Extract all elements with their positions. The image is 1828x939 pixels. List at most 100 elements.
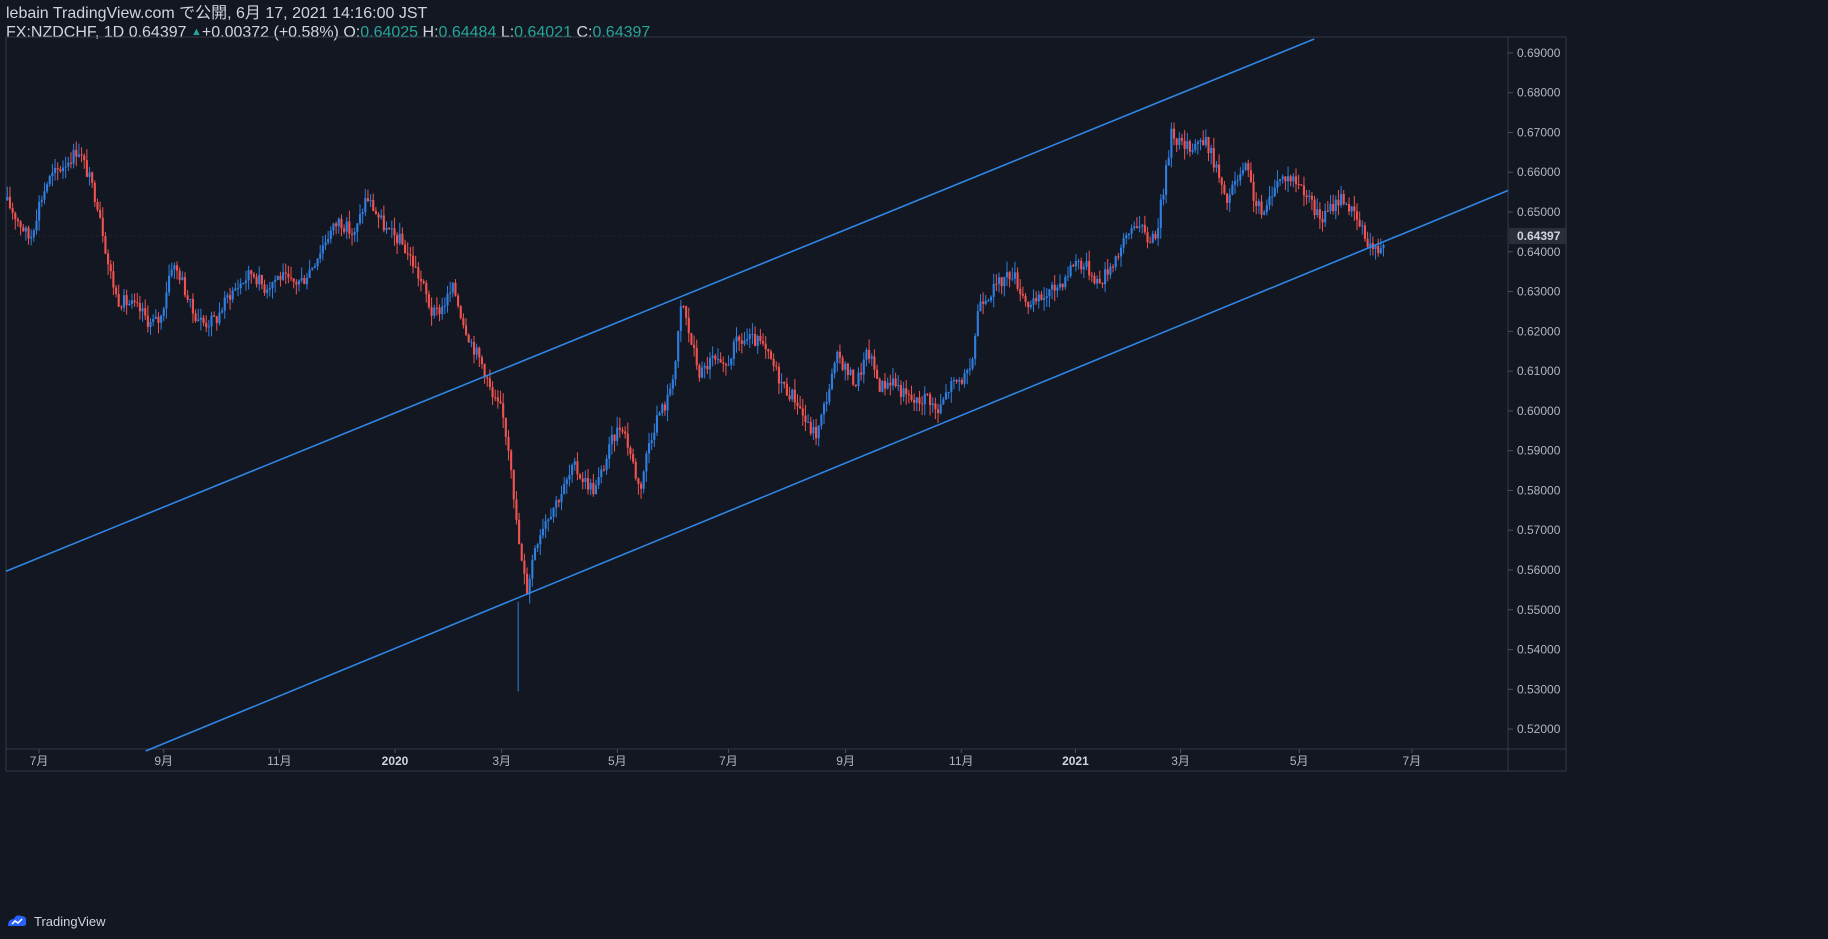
candle-body (881, 380, 884, 392)
candle-body (430, 307, 433, 316)
candle-body (48, 175, 51, 185)
candle-body (199, 317, 202, 320)
candle-body (724, 364, 727, 366)
axes[interactable]: 0.69000 0.68000 0.67000 0.66000 0.65000 0.640… (30, 46, 1567, 768)
candle-body (337, 218, 340, 227)
candle-body (1215, 164, 1218, 168)
candle-body (541, 528, 545, 536)
candle-body (27, 227, 30, 239)
candle-body (637, 478, 640, 484)
candle-body (1133, 226, 1136, 229)
candle-body (1077, 260, 1080, 262)
y-tick-label: 0.69000 (1517, 46, 1561, 60)
candle-body (1374, 245, 1377, 250)
candle-body (719, 359, 722, 363)
candle-body (287, 273, 290, 278)
candle-body (6, 196, 9, 201)
candle-body (950, 381, 953, 392)
channel-trendline[interactable] (145, 189, 1509, 752)
candle-body (1066, 276, 1070, 278)
publish-line: lebain TradingView.com で公開, 6月 17, 2021 … (6, 5, 428, 22)
candle-body (997, 277, 1001, 284)
candle-body (573, 461, 576, 465)
candle-body (597, 477, 600, 486)
candle-body (693, 344, 696, 348)
candle-body (632, 454, 635, 462)
candle-body (936, 409, 940, 414)
candle-body (59, 169, 62, 172)
candle-body (1345, 204, 1348, 206)
candle-body (963, 373, 966, 384)
candle-body (533, 548, 537, 560)
candle-body (645, 453, 648, 472)
candle-body (202, 317, 205, 323)
candle-body (486, 377, 489, 379)
candle-body (549, 516, 552, 520)
candle-body (902, 388, 905, 397)
candle-body (496, 397, 499, 402)
candle-body (589, 482, 592, 490)
candle-body (984, 300, 987, 304)
candle-body (61, 167, 65, 172)
candle-body (1154, 233, 1157, 239)
candle-body (1180, 137, 1184, 141)
candle-body (1058, 283, 1062, 288)
candle-body (107, 253, 110, 265)
candle-body (1263, 212, 1266, 215)
candle-body (743, 340, 746, 344)
candle-body (467, 334, 470, 343)
candle-body (345, 221, 348, 232)
candle-body (1029, 304, 1032, 308)
candle-body (32, 230, 35, 238)
candle-body (785, 383, 788, 396)
candle-body (218, 312, 221, 324)
candle-body (43, 191, 46, 200)
candle-body (279, 275, 282, 280)
candle-body (1080, 260, 1083, 270)
candle-body (459, 306, 462, 319)
candle-body (687, 317, 690, 334)
candle-body (340, 218, 343, 229)
candle-body (449, 292, 452, 294)
candle-body (343, 228, 346, 232)
candle-body (411, 255, 415, 267)
candle-body (1096, 278, 1099, 284)
channel-trendline[interactable] (5, 38, 1315, 572)
candle-body (173, 265, 176, 270)
y-tick-label: 0.62000 (1517, 324, 1561, 338)
candle-body (1194, 144, 1197, 151)
candle-body (515, 499, 518, 520)
candle-body (788, 395, 791, 400)
candle-body (1329, 203, 1332, 212)
candle-body (703, 365, 706, 368)
footer-brand[interactable]: TradingView (6, 911, 106, 931)
candle-body (1231, 184, 1234, 195)
candle-body (907, 393, 910, 395)
candle-body (579, 474, 582, 479)
candle-body (175, 265, 179, 271)
trendlines[interactable] (5, 38, 1509, 752)
candle-body (775, 365, 778, 367)
candle-body (470, 342, 473, 344)
candle-body (189, 298, 192, 300)
candle-body (629, 447, 632, 455)
y-tick-label: 0.56000 (1517, 563, 1561, 577)
candle-body (223, 297, 226, 311)
candle-body (883, 380, 887, 389)
candle-body (767, 349, 770, 352)
candle-body (769, 351, 773, 359)
candle-body (822, 403, 826, 415)
candle-body (40, 199, 43, 202)
candle-body (1350, 206, 1353, 212)
candle-body (11, 208, 14, 213)
candle-body (83, 155, 86, 161)
candle-body (759, 336, 762, 342)
candle-body (780, 381, 783, 384)
candle-body (443, 305, 446, 307)
candle-body (838, 351, 841, 358)
candle-body (846, 363, 849, 376)
candle-body (1347, 204, 1351, 212)
candle-body (531, 559, 534, 579)
candle-body (833, 363, 836, 374)
